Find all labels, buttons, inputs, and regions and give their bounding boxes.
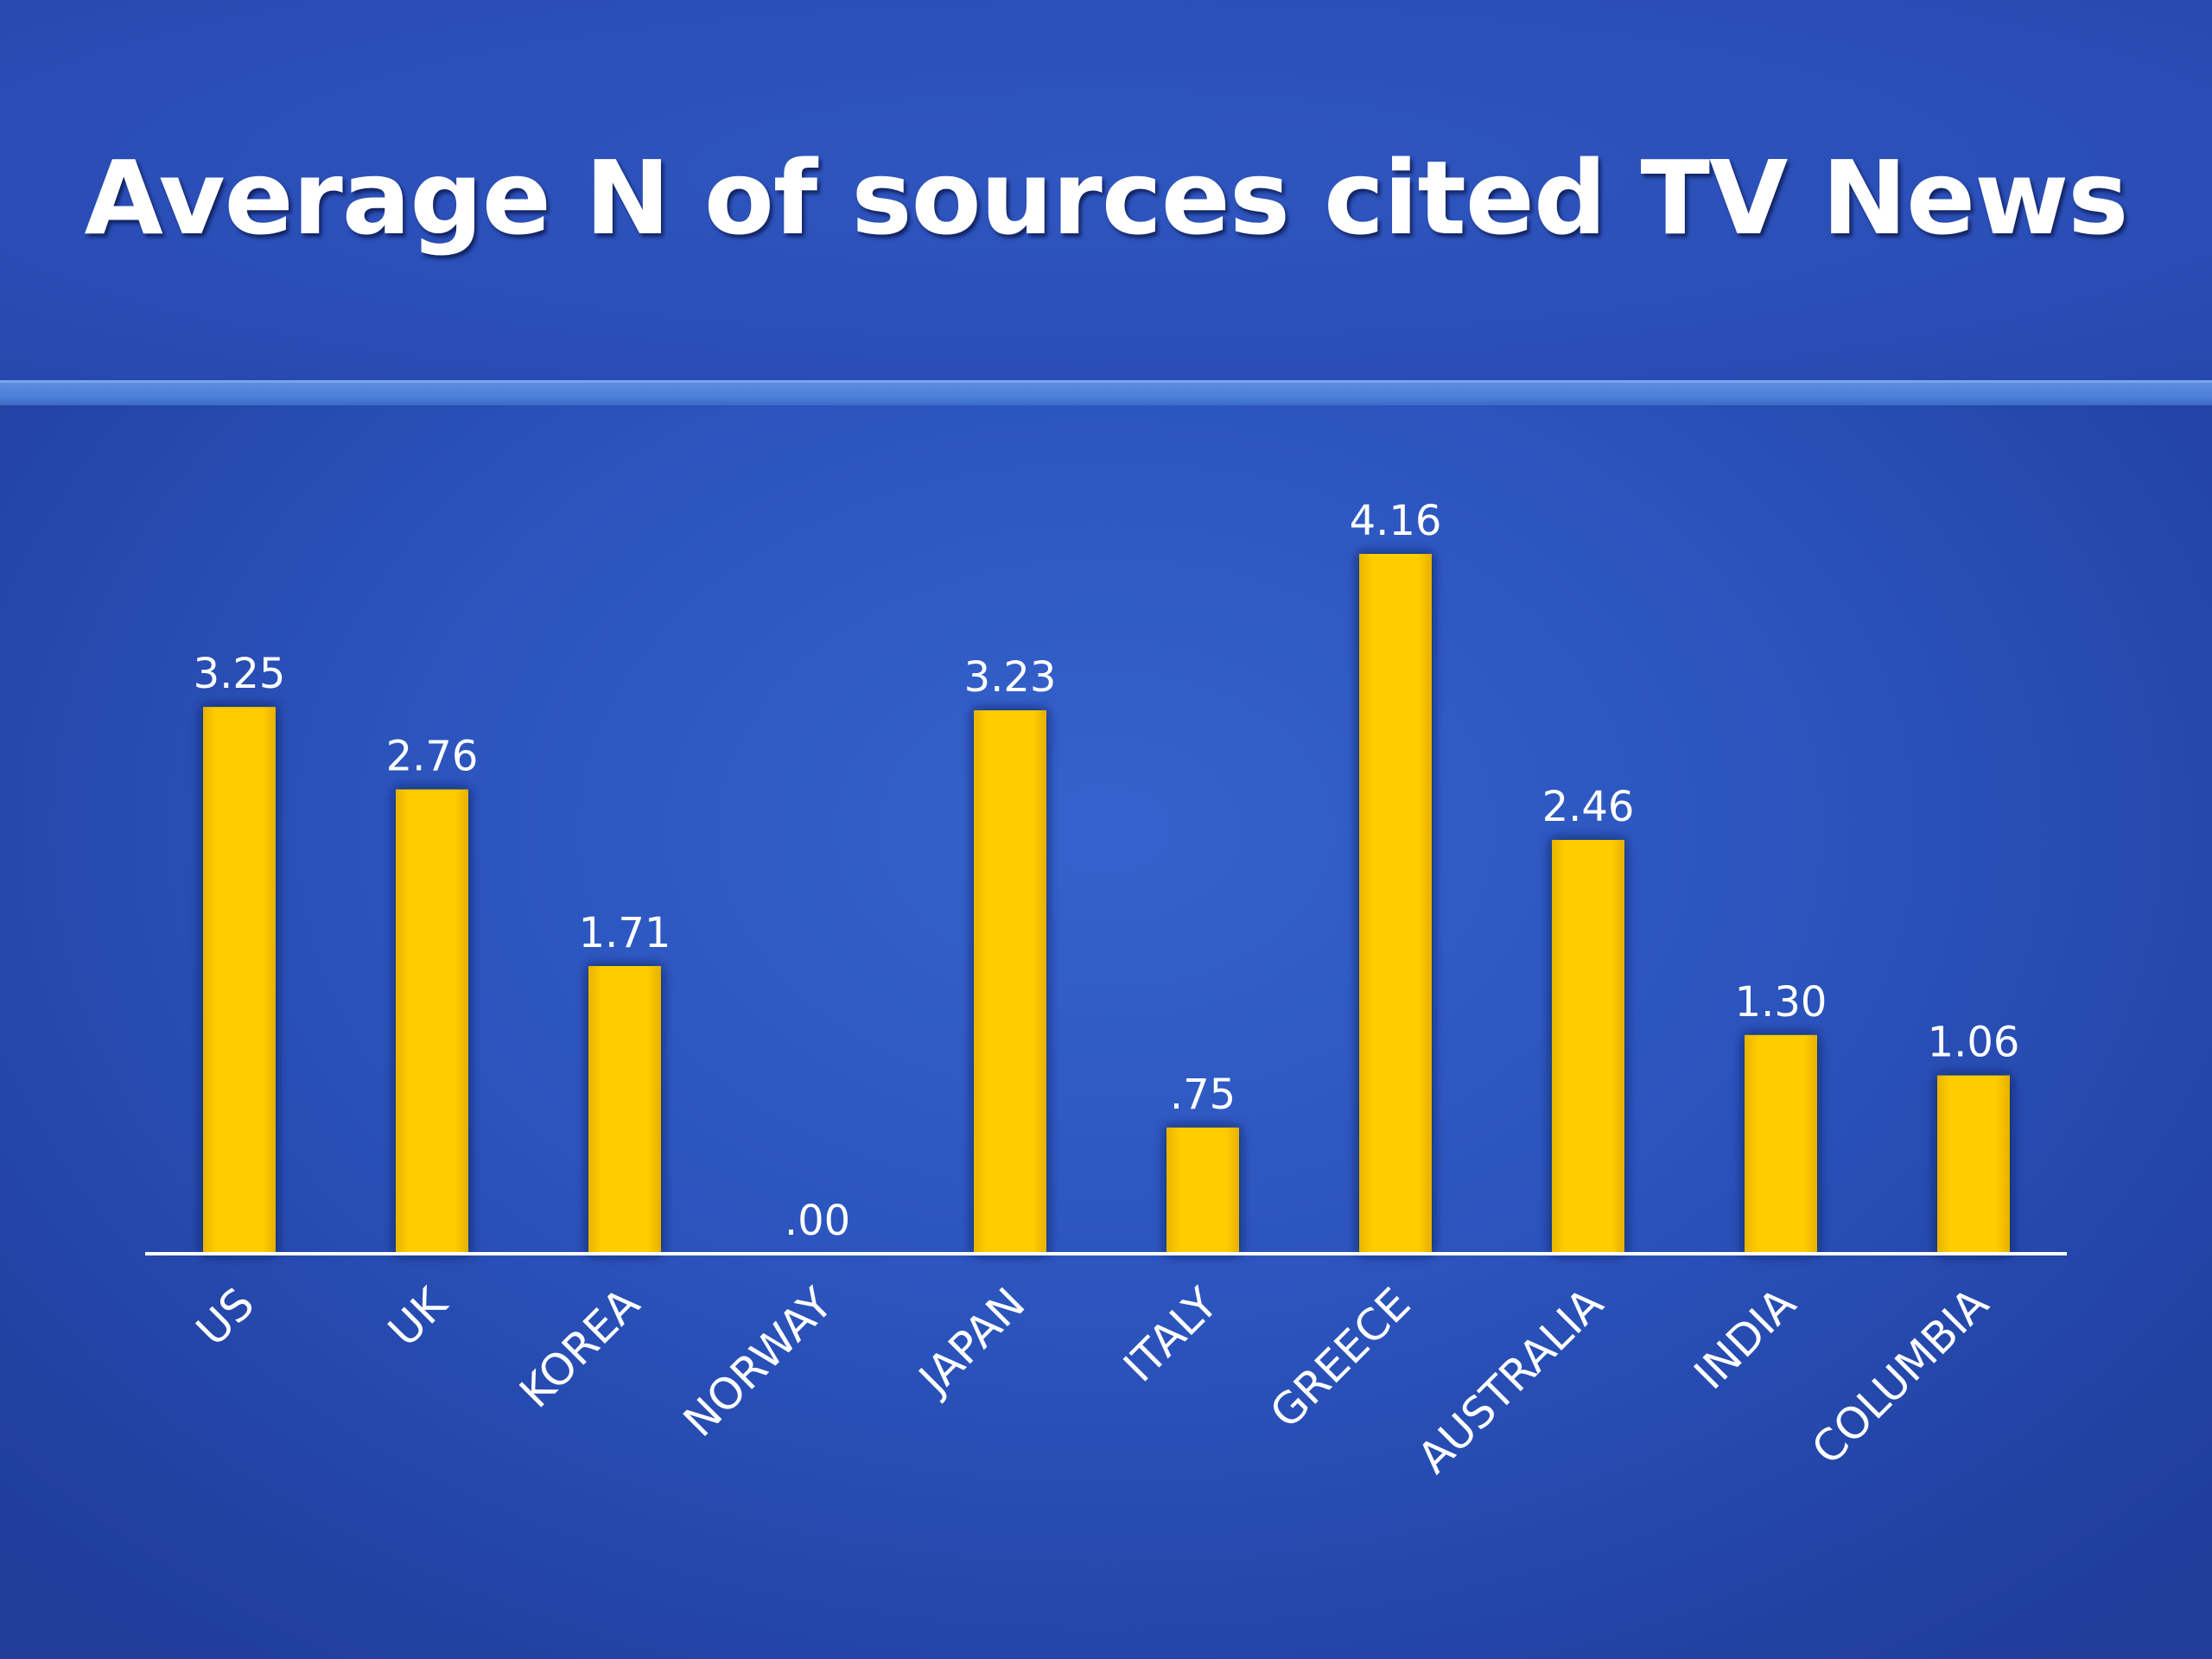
value-label-korea: 1.71: [579, 909, 671, 957]
value-label-japan: 3.23: [964, 653, 1057, 702]
value-labels-group: 3.25 2.76 1.71 .00 3.23 .75 4.16 2.46 1.30 1.06: [194, 497, 2020, 1245]
category-label-australia: AUSTRALIA: [1408, 1278, 1613, 1483]
bar-japan: [974, 710, 1046, 1254]
category-labels-group: US UK KOREA NORWAY JAPAN ITALY GREECEAUSTRALIA…: [187, 1278, 1998, 1484]
bar-columbia: [1937, 1075, 2010, 1254]
category-label-japan: JAPAN: [908, 1278, 1035, 1405]
value-label-us: 3.25: [194, 650, 286, 698]
value-label-norway: .00: [785, 1197, 850, 1245]
title-banner: Average N of sources cited TV News: [0, 0, 2212, 383]
bars-group: [203, 554, 2010, 1254]
value-label-uk: 2.76: [386, 733, 479, 781]
category-label-italy: ITALY: [1114, 1278, 1227, 1391]
bar-india: [1745, 1034, 1817, 1254]
value-label-india: 1.30: [1735, 978, 1827, 1027]
chart-title: Average N of sources cited TV News: [84, 138, 2129, 257]
bar-italy: [1166, 1127, 1239, 1254]
category-label-columbia: COLUMBIA: [1802, 1278, 1999, 1474]
bar-uk: [396, 789, 468, 1254]
title-divider: [0, 383, 2212, 405]
value-label-columbia: 1.06: [1928, 1019, 2020, 1067]
value-label-greece: 4.16: [1350, 497, 1442, 545]
category-label-korea: KOREA: [510, 1278, 649, 1417]
bar-greece: [1359, 554, 1432, 1254]
category-label-us: US: [187, 1278, 264, 1355]
category-label-uk: UK: [378, 1278, 457, 1357]
value-label-italy: .75: [1170, 1071, 1236, 1119]
value-label-australia: 2.46: [1542, 783, 1635, 831]
bar-korea: [588, 966, 661, 1254]
bar-australia: [1552, 840, 1624, 1254]
category-label-greece: GREECE: [1261, 1278, 1421, 1438]
category-label-india: INDIA: [1685, 1278, 1806, 1399]
bar-us: [203, 707, 276, 1254]
category-label-norway: NORWAY: [674, 1278, 842, 1446]
